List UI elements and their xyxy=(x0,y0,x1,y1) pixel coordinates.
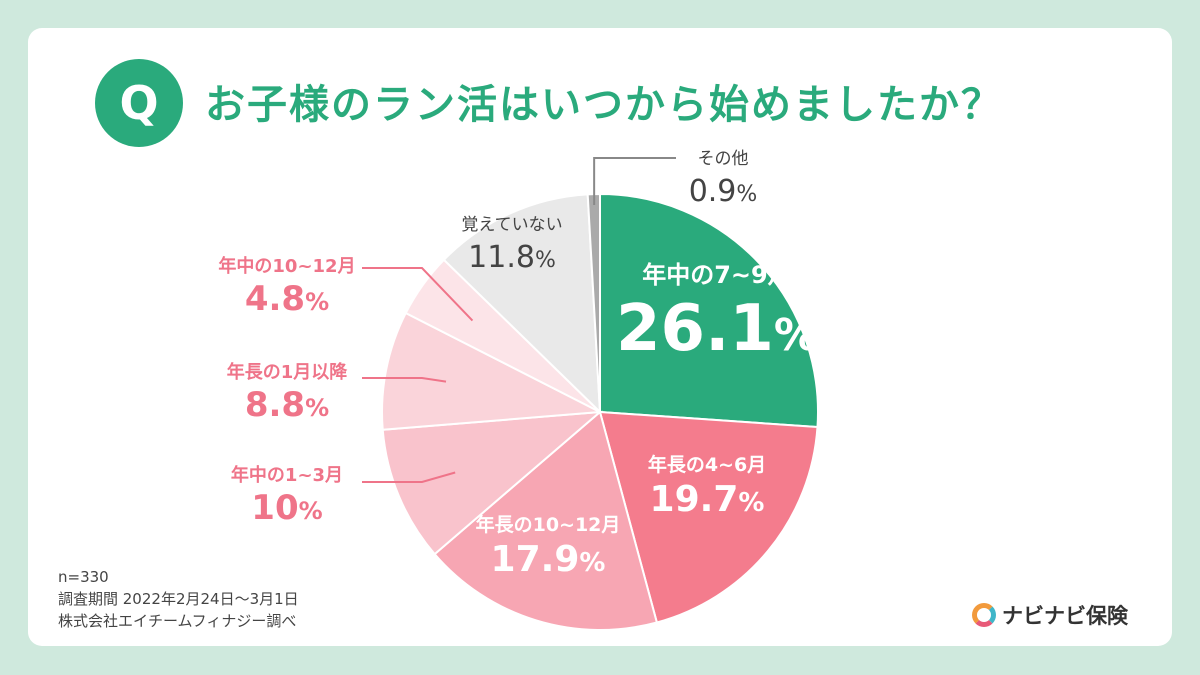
slice-label-5: 年中の10~12月 4.8% xyxy=(218,257,355,318)
slice-label-value: 11.8% xyxy=(468,239,556,275)
slice-label-value: 8.8% xyxy=(244,384,330,425)
slice-label-0: 年中の7~9月 26.1% xyxy=(616,262,818,365)
pie-slice-6 xyxy=(442,193,602,415)
slice-label-name: 年長の4~6月 xyxy=(647,454,767,476)
pie-slice-2 xyxy=(433,410,659,631)
survey-notes: n=330 調査期間 2022年2月24日～3月1日 株式会社エイチームフィナジ… xyxy=(58,566,299,632)
slice-label-6: 覚えていない 11.8% xyxy=(461,216,562,274)
survey-period: 調査期間 2022年2月24日～3月1日 xyxy=(58,590,299,608)
page-title: お子様のラン活はいつから始めましたか？ xyxy=(205,82,1003,128)
leader-line-4 xyxy=(362,377,447,383)
brand-logo: ナビナビ保険 xyxy=(972,600,1128,630)
slice-label-name: その他 xyxy=(697,149,749,169)
slice-label-name: 年中の1~3月 xyxy=(230,465,344,486)
slice-label-name: 覚えていない xyxy=(461,215,563,235)
slice-label-7: その他 0.9% xyxy=(689,150,758,208)
slice-label-value: 10% xyxy=(251,487,323,528)
sample-size: n=330 xyxy=(58,568,109,586)
slice-label-value: 26.1% xyxy=(616,292,818,367)
slice-label-value: 17.9% xyxy=(490,538,606,580)
pie-slice-0 xyxy=(599,192,819,429)
slice-label-2: 年長の10~12月 17.9% xyxy=(475,514,621,580)
leader-line-7 xyxy=(593,157,676,205)
pie-slice-3 xyxy=(381,410,603,556)
pie-slice-1 xyxy=(598,410,819,624)
slice-label-value: 0.9% xyxy=(688,173,758,209)
slice-label-name: 年中の7~9月 xyxy=(642,261,792,289)
slice-label-name: 年長の10~12月 xyxy=(475,514,621,536)
q-badge: Q xyxy=(95,59,183,147)
slice-label-name: 年長の1月以降 xyxy=(226,362,348,383)
brand-name: ナビナビ保険 xyxy=(1002,604,1128,628)
brand-mark-icon xyxy=(972,603,996,627)
pie-slice-4 xyxy=(381,311,604,431)
slice-label-name: 年中の10~12月 xyxy=(218,256,356,277)
leader-line-3 xyxy=(362,471,456,483)
survey-source: 株式会社エイチームフィナジー調べ xyxy=(58,612,297,630)
slice-label-3: 年中の1~3月 10% xyxy=(231,466,343,527)
slice-label-value: 4.8% xyxy=(244,278,330,319)
leader-line-5 xyxy=(362,267,474,322)
slice-label-1: 年長の4~6月 19.7% xyxy=(647,454,767,520)
slice-label-value: 19.7% xyxy=(649,478,765,520)
slice-label-4: 年長の1月以降 8.8% xyxy=(227,363,348,424)
